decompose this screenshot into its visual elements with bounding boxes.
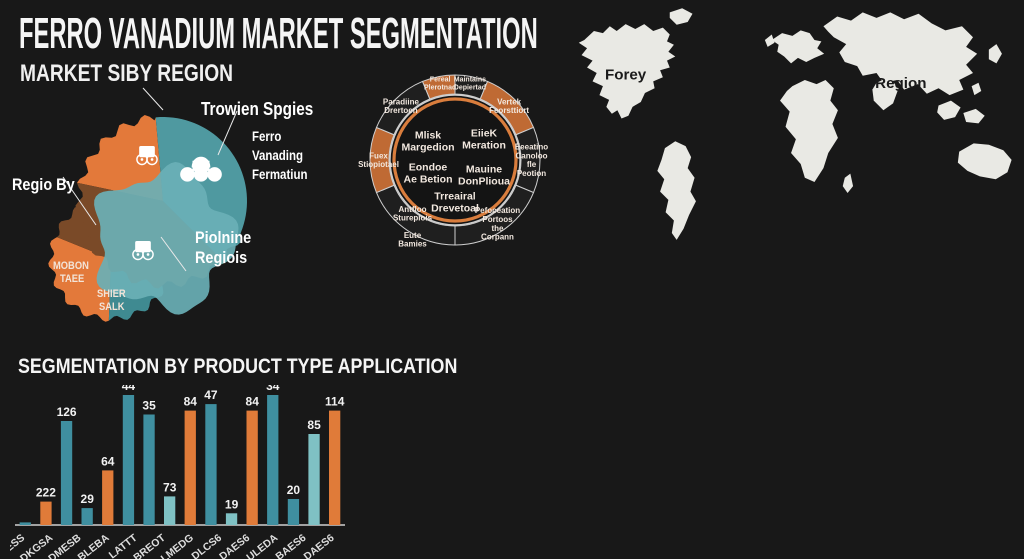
svg-text:BLEBA: BLEBA [76,532,112,559]
svg-text:126: 126 [57,405,77,419]
svg-text:34: 34 [266,385,280,393]
svg-text:85: 85 [307,418,321,432]
svg-text:84: 84 [184,395,198,409]
svg-text:20: 20 [287,483,301,497]
svg-text:29: 29 [81,492,95,506]
svg-text:64: 64 [101,454,115,468]
svg-text:Forey: Forey [605,66,647,83]
svg-text:222: 222 [36,486,56,500]
svg-text:44: 44 [122,385,136,393]
svg-text:114: 114 [325,395,345,409]
svg-text:73: 73 [163,480,177,494]
svg-text:19: 19 [225,497,239,511]
svg-text:DAES6: DAES6 [302,532,337,559]
svg-text:Region: Region [875,75,926,92]
svg-text:84: 84 [246,395,260,409]
svg-text:47: 47 [204,388,218,402]
svg-text:35: 35 [142,399,156,413]
